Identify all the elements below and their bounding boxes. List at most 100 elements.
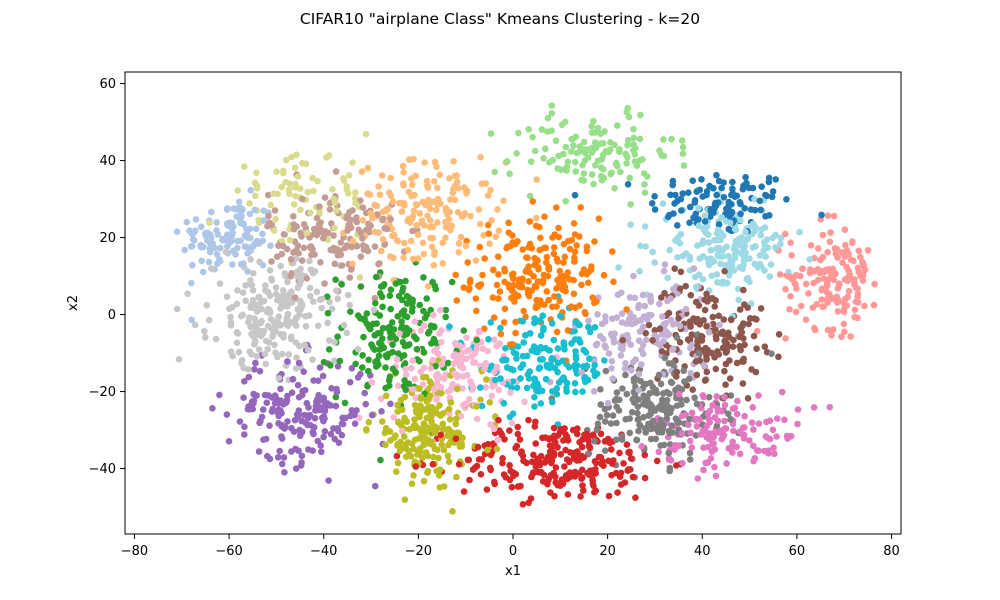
scatter-point-cluster-2 (479, 271, 486, 279)
scatter-point-cluster-15 (250, 270, 257, 277)
scatter-point-cluster-14 (681, 378, 688, 385)
scatter-point-cluster-8 (277, 385, 284, 393)
scatter-point-cluster-2 (571, 258, 578, 265)
scatter-point-cluster-15 (313, 288, 321, 296)
scatter-point-cluster-8 (278, 435, 286, 442)
scatter-point-cluster-5 (679, 150, 687, 157)
scatter-point-cluster-1 (241, 243, 249, 250)
scatter-point-cluster-18 (572, 388, 579, 396)
scatter-point-cluster-2 (567, 303, 575, 311)
scatter-point-cluster-2 (484, 221, 492, 229)
scatter-point-cluster-18 (568, 340, 575, 347)
scatter-point-cluster-19 (702, 229, 710, 236)
scatter-point-cluster-19 (704, 255, 712, 263)
scatter-point-cluster-16 (449, 508, 456, 515)
scatter-point-cluster-17 (253, 169, 260, 177)
scatter-point-cluster-15 (229, 352, 236, 360)
scatter-point-cluster-5 (601, 128, 608, 135)
scatter-point-cluster-6 (516, 436, 524, 443)
scatter-point-cluster-3 (472, 257, 480, 264)
scatter-point-cluster-14 (613, 419, 620, 427)
scatter-point-cluster-11 (300, 244, 308, 252)
scatter-point-cluster-17 (345, 172, 353, 179)
scatter-point-cluster-15 (266, 267, 274, 274)
scatter-point-cluster-6 (627, 466, 634, 473)
scatter-point-cluster-15 (333, 287, 340, 294)
scatter-point-cluster-1 (235, 198, 243, 206)
scatter-point-cluster-16 (393, 468, 400, 476)
scatter-point-cluster-0 (783, 196, 790, 203)
scatter-point-cluster-14 (636, 422, 644, 430)
scatter-point-cluster-3 (495, 227, 503, 234)
scatter-point-cluster-8 (284, 358, 291, 365)
scatter-point-cluster-7 (785, 273, 792, 280)
scatter-point-cluster-17 (255, 216, 262, 224)
scatter-point-cluster-6 (553, 479, 560, 487)
scatter-point-cluster-11 (379, 216, 386, 224)
scatter-point-cluster-4 (402, 329, 410, 337)
scatter-point-cluster-10 (715, 351, 723, 358)
scatter-point-cluster-11 (308, 251, 315, 259)
scatter-point-cluster-11 (337, 251, 345, 259)
scatter-point-cluster-3 (426, 205, 434, 213)
scatter-point-cluster-13 (482, 360, 490, 367)
scatter-point-cluster-9 (656, 300, 663, 308)
scatter-point-cluster-6 (455, 461, 463, 468)
scatter-point-cluster-8 (241, 423, 248, 431)
scatter-point-cluster-7 (823, 288, 831, 296)
scatter-point-cluster-17 (340, 175, 347, 182)
scatter-point-cluster-7 (826, 275, 834, 282)
scatter-point-cluster-9 (638, 346, 645, 354)
scatter-point-cluster-13 (463, 334, 470, 341)
scatter-point-cluster-11 (332, 168, 340, 175)
scatter-point-cluster-3 (437, 200, 444, 207)
scatter-point-cluster-13 (521, 398, 528, 406)
scatter-point-cluster-12 (671, 442, 679, 449)
scatter-point-cluster-11 (298, 233, 305, 240)
scatter-point-cluster-19 (751, 260, 758, 268)
scatter-point-cluster-16 (416, 385, 423, 393)
scatter-point-cluster-5 (607, 170, 614, 178)
scatter-point-cluster-15 (293, 365, 300, 372)
scatter-point-cluster-12 (773, 433, 780, 440)
scatter-point-cluster-1 (213, 227, 220, 234)
scatter-point-cluster-16 (453, 473, 460, 481)
scatter-point-cluster-9 (669, 321, 677, 328)
scatter-point-cluster-12 (697, 431, 705, 438)
scatter-point-cluster-15 (233, 339, 241, 347)
scatter-point-cluster-0 (742, 173, 749, 181)
scatter-point-cluster-16 (402, 453, 410, 461)
scatter-point-cluster-15 (248, 282, 256, 289)
scatter-point-cluster-9 (608, 315, 616, 323)
scatter-point-cluster-10 (739, 380, 747, 387)
scatter-point-cluster-0 (695, 216, 702, 223)
scatter-point-cluster-18 (555, 379, 563, 386)
scatter-point-cluster-3 (426, 217, 434, 224)
scatter-point-cluster-13 (475, 327, 483, 335)
scatter-point-cluster-16 (430, 453, 437, 461)
scatter-point-cluster-12 (713, 393, 720, 400)
scatter-point-cluster-8 (292, 465, 300, 472)
scatter-point-cluster-11 (357, 229, 365, 237)
scatter-point-cluster-10 (726, 375, 734, 382)
scatter-point-cluster-16 (394, 459, 402, 467)
scatter-point-cluster-12 (751, 455, 759, 462)
scatter-point-cluster-9 (618, 310, 626, 318)
scatter-point-cluster-1 (230, 223, 237, 230)
scatter-point-cluster-7 (850, 257, 857, 265)
scatter-point-cluster-18 (477, 384, 484, 391)
scatter-point-cluster-12 (705, 443, 712, 451)
scatter-point-cluster-6 (532, 440, 539, 447)
scatter-point-cluster-6 (466, 476, 473, 484)
scatter-point-cluster-9 (662, 319, 670, 327)
scatter-point-cluster-6 (564, 491, 572, 498)
scatter-point-cluster-16 (412, 407, 420, 414)
scatter-point-cluster-8 (357, 370, 364, 378)
scatter-point-cluster-2 (524, 286, 531, 294)
scatter-point-cluster-2 (543, 253, 551, 261)
scatter-point-cluster-18 (553, 390, 561, 398)
scatter-point-cluster-2 (490, 314, 498, 321)
scatter-point-cluster-10 (727, 316, 735, 323)
scatter-point-cluster-6 (597, 430, 605, 438)
scatter-point-cluster-12 (687, 437, 694, 445)
